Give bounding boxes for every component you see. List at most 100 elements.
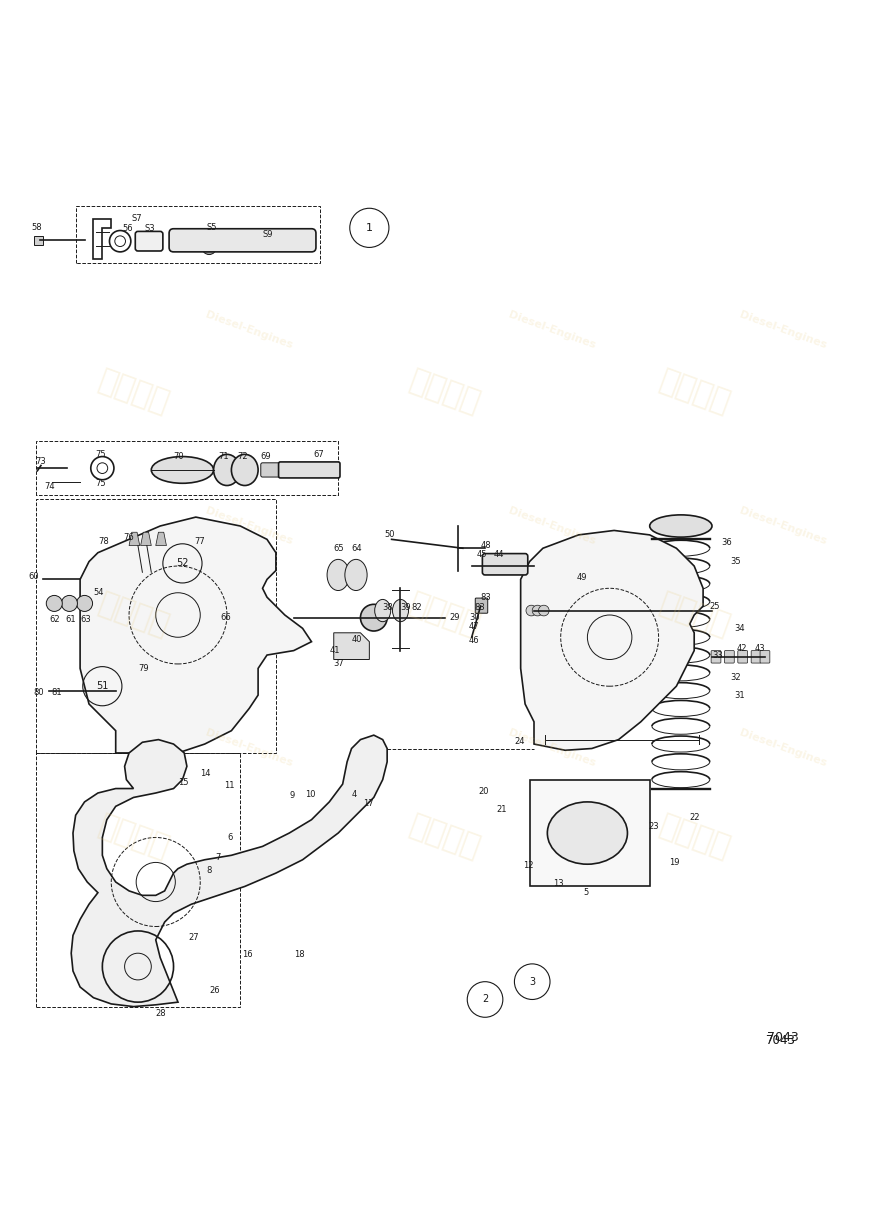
- Text: Diesel-Engines: Diesel-Engines: [204, 728, 295, 769]
- Text: 52: 52: [176, 558, 189, 568]
- Ellipse shape: [345, 560, 368, 590]
- Circle shape: [360, 604, 387, 631]
- Text: 63: 63: [80, 615, 91, 624]
- Circle shape: [46, 595, 62, 611]
- Text: 82: 82: [411, 604, 422, 613]
- Text: 81: 81: [52, 688, 62, 697]
- Ellipse shape: [547, 802, 627, 865]
- Ellipse shape: [214, 454, 240, 486]
- Text: 2: 2: [481, 995, 489, 1005]
- Text: 柴发动力: 柴发动力: [406, 367, 484, 418]
- Text: 43: 43: [755, 645, 765, 653]
- Text: 1: 1: [366, 223, 373, 232]
- Text: Diesel-Engines: Diesel-Engines: [204, 310, 295, 351]
- Text: 柴发动力: 柴发动力: [655, 812, 733, 863]
- Text: 47: 47: [469, 622, 480, 631]
- Text: S9: S9: [263, 230, 273, 239]
- Text: 8: 8: [206, 866, 212, 875]
- Polygon shape: [530, 780, 650, 887]
- Circle shape: [538, 605, 549, 616]
- Text: 41: 41: [329, 646, 340, 656]
- Text: 83: 83: [481, 593, 491, 601]
- Text: 42: 42: [737, 645, 748, 653]
- Text: 18: 18: [294, 951, 304, 959]
- Text: 21: 21: [497, 804, 507, 813]
- Ellipse shape: [392, 599, 409, 621]
- Polygon shape: [80, 517, 312, 753]
- Text: Diesel-Engines: Diesel-Engines: [506, 310, 597, 351]
- Text: 67: 67: [313, 450, 324, 459]
- Text: 31: 31: [734, 690, 745, 700]
- FancyBboxPatch shape: [279, 462, 340, 478]
- Text: 34: 34: [734, 624, 745, 633]
- Text: 柴发动力: 柴发动力: [94, 367, 173, 418]
- FancyBboxPatch shape: [169, 229, 316, 252]
- Text: 柴发动力: 柴发动力: [655, 589, 733, 641]
- Text: 7043: 7043: [765, 1034, 796, 1047]
- Text: 柴发动力: 柴发动力: [406, 812, 484, 863]
- Text: 49: 49: [577, 573, 587, 582]
- Text: 48: 48: [481, 541, 491, 550]
- Text: 柴发动力: 柴发动力: [94, 812, 173, 863]
- FancyBboxPatch shape: [760, 651, 770, 663]
- Polygon shape: [521, 530, 703, 750]
- Text: 17: 17: [363, 800, 374, 808]
- Polygon shape: [141, 533, 151, 546]
- FancyBboxPatch shape: [261, 462, 280, 477]
- Ellipse shape: [328, 560, 349, 590]
- Text: 71: 71: [218, 453, 229, 461]
- Polygon shape: [334, 632, 369, 659]
- Ellipse shape: [650, 515, 712, 538]
- Text: 4: 4: [352, 791, 357, 800]
- Text: 36: 36: [721, 538, 732, 546]
- Text: 69: 69: [261, 453, 271, 461]
- Polygon shape: [34, 236, 43, 245]
- Text: Diesel-Engines: Diesel-Engines: [738, 728, 829, 769]
- Ellipse shape: [231, 454, 258, 486]
- Text: 柴发动力: 柴发动力: [655, 367, 733, 418]
- FancyBboxPatch shape: [751, 651, 761, 663]
- Circle shape: [532, 605, 543, 616]
- Text: 56: 56: [122, 224, 133, 234]
- Text: 83: 83: [474, 604, 485, 613]
- Text: 70: 70: [174, 453, 184, 461]
- Text: 73: 73: [36, 456, 46, 465]
- Text: 40: 40: [352, 636, 362, 645]
- FancyBboxPatch shape: [135, 231, 163, 251]
- Polygon shape: [129, 533, 140, 546]
- Text: 46: 46: [469, 636, 480, 646]
- Polygon shape: [156, 533, 166, 546]
- Text: 9: 9: [289, 791, 295, 801]
- FancyBboxPatch shape: [738, 651, 748, 663]
- Text: 26: 26: [209, 986, 220, 995]
- Text: 15: 15: [178, 777, 189, 787]
- Text: 78: 78: [98, 536, 109, 546]
- Text: 6: 6: [227, 833, 232, 843]
- Text: 64: 64: [352, 544, 362, 552]
- Text: 13: 13: [554, 879, 564, 888]
- Text: 79: 79: [138, 664, 149, 673]
- Text: 61: 61: [65, 615, 76, 624]
- Text: 60: 60: [28, 572, 39, 582]
- Text: 65: 65: [334, 544, 344, 552]
- Text: 37: 37: [334, 659, 344, 668]
- Text: 76: 76: [123, 533, 134, 542]
- FancyBboxPatch shape: [724, 651, 734, 663]
- Text: 80: 80: [34, 688, 44, 697]
- Text: S3: S3: [144, 224, 155, 234]
- Text: Diesel-Engines: Diesel-Engines: [506, 506, 597, 546]
- Text: 74: 74: [44, 482, 55, 491]
- Text: 30: 30: [469, 614, 480, 622]
- FancyBboxPatch shape: [482, 554, 528, 574]
- Text: Diesel-Engines: Diesel-Engines: [506, 728, 597, 769]
- Text: 35: 35: [730, 557, 740, 566]
- Text: 5: 5: [583, 888, 588, 897]
- Text: 19: 19: [669, 857, 680, 867]
- Text: 14: 14: [200, 769, 211, 777]
- Text: 27: 27: [189, 932, 199, 942]
- Text: Diesel-Engines: Diesel-Engines: [204, 506, 295, 546]
- Text: 25: 25: [709, 601, 720, 610]
- Text: 54: 54: [93, 588, 104, 598]
- Text: 11: 11: [224, 781, 235, 791]
- Text: 23: 23: [648, 823, 659, 831]
